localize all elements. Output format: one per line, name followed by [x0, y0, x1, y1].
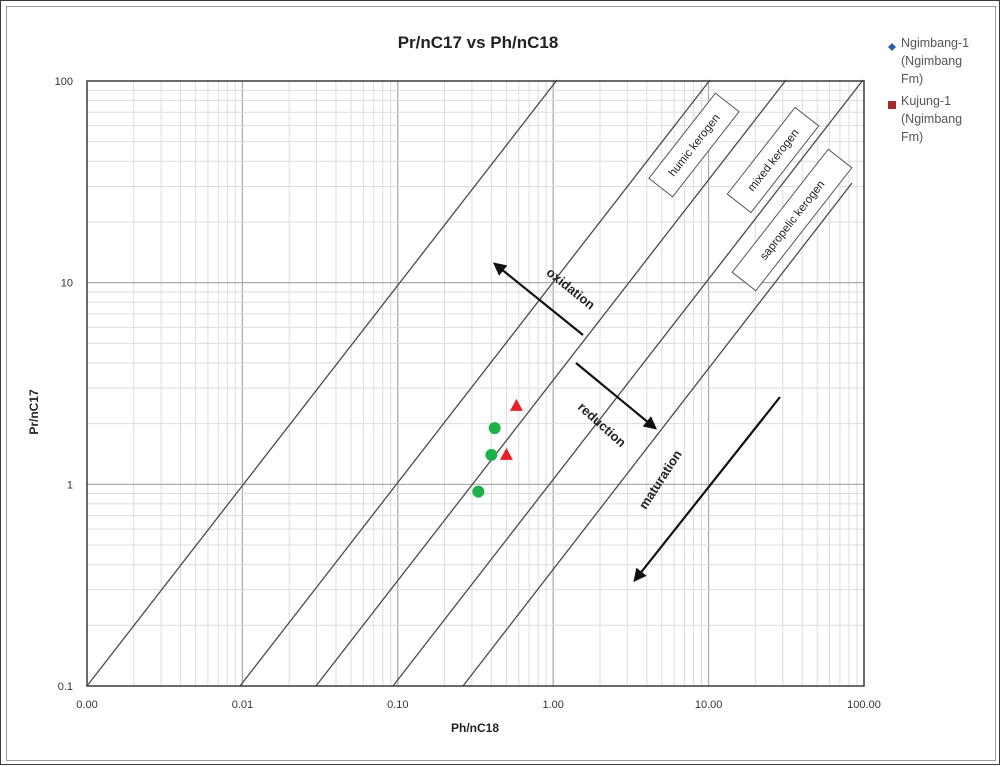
y-axis-label: Pr/nC17	[27, 389, 41, 435]
legend-item-kujung: Kujung-1 (Ngimbang Fm)	[888, 92, 996, 146]
x-tick-label: 10.00	[695, 699, 723, 711]
legend-item-ngimbang: Ngimbang-1 (Ngimbang Fm)	[888, 34, 996, 88]
diagonal-line	[462, 182, 853, 687]
maturation-arrow	[633, 396, 781, 583]
grid-lines	[86, 80, 865, 687]
oxidation-arrow	[492, 262, 584, 336]
data-point-circle	[488, 422, 501, 435]
x-tick-label: 0.10	[387, 699, 408, 711]
diagonal-line	[239, 79, 711, 687]
tick-labels: 0.00 0.01 0.10 1.00 10.00 100.00 0.1 1 10 100	[55, 76, 881, 711]
diagonal-line	[392, 79, 864, 687]
legend-label: Kujung-1 (Ngimbang Fm)	[901, 94, 963, 144]
y-tick-label: 1	[67, 479, 73, 491]
arrow-label: oxidation	[544, 264, 598, 312]
x-tick-label: 100.00	[847, 699, 881, 711]
diagonal-line	[86, 79, 558, 687]
reduction-arrow	[575, 362, 658, 430]
legend-label: Ngimbang-1 (Ngimbang Fm)	[901, 36, 970, 86]
x-axis-label: Ph/nC18	[451, 721, 499, 735]
data-point-triangle	[509, 398, 523, 411]
x-tick-label: 1.00	[542, 699, 563, 711]
legend: Ngimbang-1 (Ngimbang Fm) Kujung-1 (Ngimb…	[888, 34, 996, 150]
x-tick-label: 0.01	[232, 699, 253, 711]
region-box	[731, 148, 853, 292]
y-tick-label: 0.1	[58, 681, 73, 693]
square-icon	[888, 96, 898, 114]
arrow-label: maturation	[636, 447, 685, 512]
plot-area	[86, 80, 865, 687]
x-tick-label: 0.00	[76, 699, 97, 711]
y-tick-label: 100	[55, 76, 73, 88]
chart-title: Pr/nC17 vs Ph/nC18	[398, 33, 559, 52]
diagonal-lines	[86, 79, 864, 687]
data-point-circle	[472, 485, 485, 498]
data-point-circle	[485, 448, 498, 461]
chart-border	[6, 6, 996, 761]
data-points	[472, 398, 523, 498]
diagonal-line	[315, 79, 787, 687]
region-box	[648, 92, 740, 198]
y-tick-label: 10	[61, 278, 73, 290]
diamond-icon	[888, 38, 898, 56]
arrow-label: reduction	[575, 399, 629, 450]
data-point-triangle	[499, 447, 513, 460]
region-box	[726, 106, 820, 214]
